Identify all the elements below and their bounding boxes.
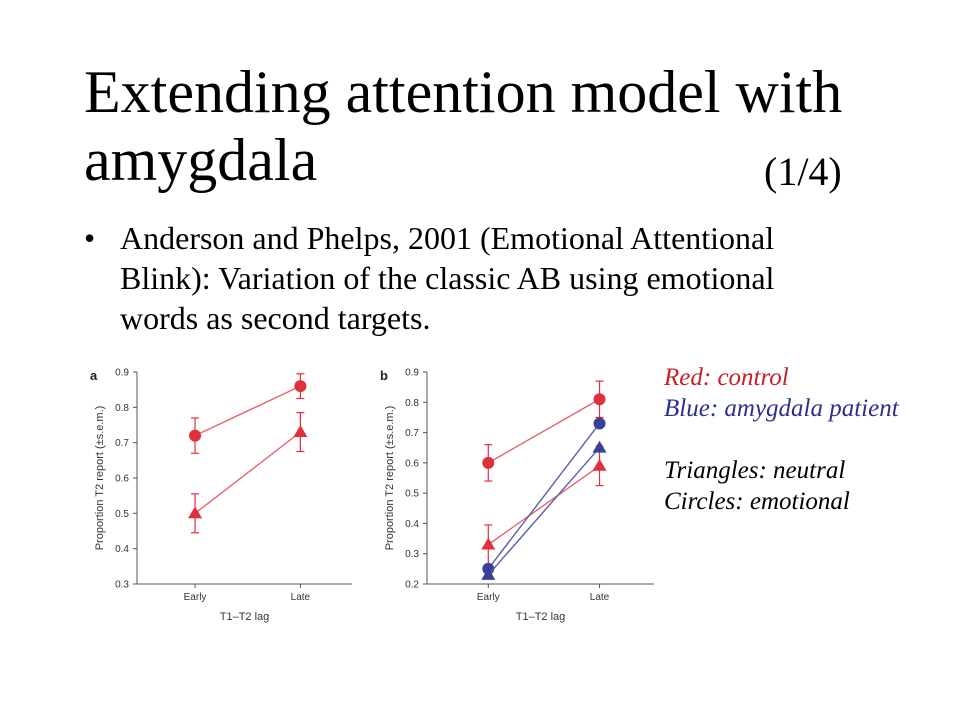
data-point-circle: [294, 380, 307, 393]
data-point-triangle: [293, 425, 308, 437]
y-tick-label: 0.4: [115, 544, 129, 555]
chart-a-svg: a 0.3 0.4 0.5 0.6 0.7 0.8 0.9 Early Late T1–T2 lag…: [90, 368, 352, 623]
data-point-triangle: [592, 458, 607, 471]
series-line: [487, 423, 601, 570]
x-tick-label: Early: [184, 592, 207, 603]
legend-red: Red: control: [664, 362, 904, 393]
y-tick-label: 0.7: [405, 428, 419, 439]
y-tick-label: 0.9: [405, 368, 419, 379]
y-tick-label: 0.6: [115, 474, 129, 485]
page-number: (1/4): [764, 149, 842, 194]
x-tick-label: Early: [477, 592, 500, 603]
series-line: [194, 431, 301, 514]
legend-circles: Circles: emotional: [664, 488, 850, 515]
legend-blue: Blue: amygdala patient: [664, 393, 904, 424]
y-axis-title: Proportion T2 report (±s.e.m.): [94, 406, 106, 551]
data-point-triangle: [188, 506, 203, 519]
y-tick-label: 0.5: [405, 489, 419, 500]
slide-title: Extending attention model with amygdala …: [84, 58, 884, 194]
legend: Red: control Blue: amygdala patient Tria…: [664, 362, 904, 517]
y-tick-label: 0.7: [115, 438, 129, 449]
legend-triangles: Triangles: neutral: [664, 457, 846, 484]
data-point-circle: [189, 429, 202, 442]
y-tick-label: 0.8: [405, 398, 419, 409]
panel-label: b: [380, 368, 388, 383]
y-tick-label: 0.8: [115, 403, 129, 414]
bullet-dot: •: [84, 220, 96, 256]
panel-label: a: [90, 368, 98, 383]
chart-panel-b: b 0.2 0.3 0.4 0.5 0.6 0.7 0.8 0.9 Early Late T1–T2 …: [372, 362, 664, 631]
series-line: [194, 385, 301, 437]
data-point-circle: [482, 456, 495, 469]
legend-blue-label: Blue:: [664, 395, 719, 422]
y-axis-title: Proportion T2 report (±s.e.m.): [384, 406, 396, 551]
y-tick-label: 0.5: [115, 509, 129, 520]
x-axis-title: T1–T2 lag: [220, 611, 270, 623]
y-tick-label: 0.3: [115, 580, 129, 591]
legend-blue-text: amygdala patient: [724, 395, 899, 422]
legend-red-label: Red:: [664, 364, 712, 391]
series-line: [487, 465, 600, 546]
x-tick-label: Late: [590, 592, 610, 603]
bullet-text: Anderson and Phelps, 2001 (Emotional Att…: [120, 220, 775, 336]
y-tick-label: 0.4: [405, 519, 419, 530]
data-point-triangle: [481, 567, 496, 580]
data-point-triangle: [481, 537, 496, 550]
y-tick-label: 0.2: [405, 580, 419, 591]
chart-b-svg: b 0.2 0.3 0.4 0.5 0.6 0.7 0.8 0.9 Early Late T1–T2 …: [380, 368, 654, 623]
x-axis-title: T1–T2 lag: [516, 611, 566, 623]
legend-red-text: control: [717, 364, 789, 391]
data-point-circle: [593, 417, 606, 430]
data-point-circle: [593, 393, 606, 406]
y-tick-label: 0.6: [405, 458, 419, 469]
series-line: [487, 447, 601, 576]
series-line: [487, 398, 600, 464]
y-tick-label: 0.9: [115, 368, 129, 379]
y-tick-label: 0.3: [405, 549, 419, 560]
x-tick-label: Late: [291, 592, 311, 603]
title-line-1: Extending attention model with: [84, 59, 843, 125]
chart-panel-a: a 0.3 0.4 0.5 0.6 0.7 0.8 0.9 Early Late T1–T2 lag…: [82, 362, 367, 631]
title-line-2: amygdala: [84, 127, 318, 193]
data-point-triangle: [592, 440, 607, 453]
